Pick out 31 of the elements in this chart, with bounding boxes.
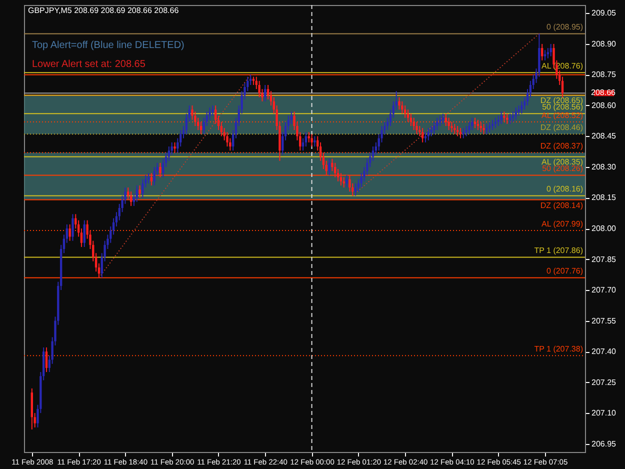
ref-line-label: 0 (208.95) — [546, 22, 584, 32]
y-tick-label: 208.90 — [592, 39, 617, 48]
y-tick-label: 207.40 — [592, 347, 617, 356]
y-tick-label: 207.25 — [592, 378, 617, 387]
ref-line-label: DZ (208.65) — [540, 96, 584, 106]
ref-line-label: 0 (208.16) — [546, 184, 584, 194]
ref-line-label: AL (208.35) — [541, 158, 584, 167]
ref-line-label: DZ (208.37) — [540, 142, 584, 151]
ref-line-label: 0 (207.76) — [546, 266, 584, 276]
y-tick-label: 208.15 — [592, 193, 617, 202]
ref-line-label: 50 (208.56) — [542, 102, 584, 112]
y-tick-label: 207.10 — [592, 408, 617, 418]
ref-line-label: 50 (208.26) — [542, 164, 584, 174]
chart-title: GBPJPY,M5 208.69 208.69 208.66 208.66 — [28, 6, 180, 15]
ref-line-label: TP 1 (207.38) — [534, 344, 584, 354]
annotation: Top Alert=off (Blue line DELETED) — [32, 40, 184, 51]
y-tick-label: 207.85 — [592, 254, 617, 264]
y-tick-label: 207.55 — [592, 316, 617, 326]
y-tick-label: 206.95 — [592, 439, 617, 448]
y-tick-label: 208.75 — [592, 70, 617, 80]
y-tick-label: 208.30 — [592, 162, 617, 172]
y-tick-label: 208.00 — [592, 224, 617, 233]
ref-line-label: DZ (208.14) — [540, 200, 584, 210]
y-tick-label: 207.70 — [592, 286, 617, 295]
annotation: Lower Alert set at: 208.65 — [32, 59, 146, 70]
ref-line-label: TP 1 (207.86) — [534, 246, 584, 256]
y-tick-label: 209.05 — [592, 8, 617, 18]
ref-line-label: DZ (208.46) — [540, 123, 584, 132]
y-tick-label: 208.45 — [592, 132, 617, 141]
ref-line-label: AL (207.99) — [541, 220, 584, 229]
y-tick-label: 208.60 — [592, 100, 617, 110]
